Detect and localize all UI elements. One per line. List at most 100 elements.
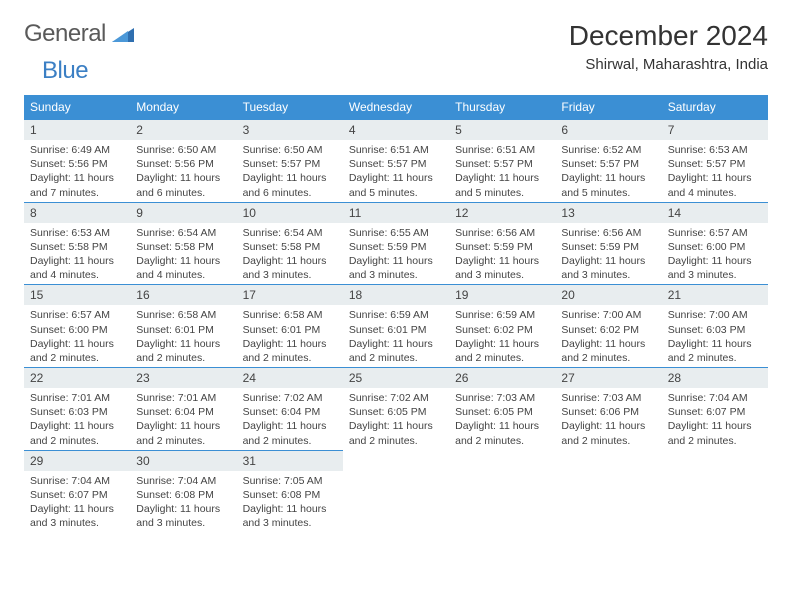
- day-number: 26: [449, 367, 555, 388]
- day-number: 8: [24, 202, 130, 223]
- day-content: [662, 471, 768, 532]
- day-content: Sunrise: 6:49 AMSunset: 5:56 PMDaylight:…: [24, 140, 130, 202]
- sunrise-text: Sunrise: 6:50 AM: [136, 143, 230, 157]
- daylight-text: Daylight: 11 hours and 3 minutes.: [349, 254, 443, 282]
- location: Shirwal, Maharashtra, India: [569, 56, 768, 73]
- logo-text-1: General: [24, 20, 106, 48]
- sunset-text: Sunset: 6:03 PM: [668, 323, 762, 337]
- sunrise-text: Sunrise: 7:04 AM: [30, 474, 124, 488]
- day-content: Sunrise: 6:55 AMSunset: 5:59 PMDaylight:…: [343, 223, 449, 285]
- sunset-text: Sunset: 5:59 PM: [561, 240, 655, 254]
- sunrise-text: Sunrise: 6:56 AM: [561, 226, 655, 240]
- sunrise-text: Sunrise: 6:55 AM: [349, 226, 443, 240]
- day-number: 5: [449, 119, 555, 140]
- weekday-header: Saturday: [662, 95, 768, 119]
- day-content: Sunrise: 6:53 AMSunset: 5:57 PMDaylight:…: [662, 140, 768, 202]
- sunset-text: Sunset: 5:57 PM: [561, 157, 655, 171]
- day-number: 1: [24, 119, 130, 140]
- month-title: December 2024: [569, 20, 768, 52]
- daylight-text: Daylight: 11 hours and 5 minutes.: [561, 171, 655, 199]
- sunset-text: Sunset: 5:59 PM: [455, 240, 549, 254]
- day-content: Sunrise: 6:51 AMSunset: 5:57 PMDaylight:…: [343, 140, 449, 202]
- day-number: 20: [555, 284, 661, 305]
- day-content: Sunrise: 6:53 AMSunset: 5:58 PMDaylight:…: [24, 223, 130, 285]
- sunset-text: Sunset: 6:07 PM: [30, 488, 124, 502]
- sunrise-text: Sunrise: 7:00 AM: [668, 308, 762, 322]
- weekday-header: Wednesday: [343, 95, 449, 119]
- day-content: Sunrise: 6:57 AMSunset: 6:00 PMDaylight:…: [662, 223, 768, 285]
- day-content: Sunrise: 7:04 AMSunset: 6:08 PMDaylight:…: [130, 471, 236, 533]
- sunrise-text: Sunrise: 7:05 AM: [243, 474, 337, 488]
- sunset-text: Sunset: 6:01 PM: [243, 323, 337, 337]
- day-number: 28: [662, 367, 768, 388]
- day-content: Sunrise: 7:00 AMSunset: 6:03 PMDaylight:…: [662, 305, 768, 367]
- daynum-row: 1234567: [24, 119, 768, 140]
- daylight-text: Daylight: 11 hours and 3 minutes.: [561, 254, 655, 282]
- day-content: Sunrise: 7:02 AMSunset: 6:04 PMDaylight:…: [237, 388, 343, 450]
- sunrise-text: Sunrise: 6:49 AM: [30, 143, 124, 157]
- sunrise-text: Sunrise: 6:57 AM: [30, 308, 124, 322]
- daynum-row: 293031: [24, 450, 768, 471]
- sunrise-text: Sunrise: 6:54 AM: [243, 226, 337, 240]
- sunset-text: Sunset: 5:57 PM: [349, 157, 443, 171]
- daylight-text: Daylight: 11 hours and 3 minutes.: [243, 254, 337, 282]
- sunset-text: Sunset: 6:05 PM: [455, 405, 549, 419]
- daylight-text: Daylight: 11 hours and 2 minutes.: [243, 419, 337, 447]
- day-number: 17: [237, 284, 343, 305]
- day-content: Sunrise: 7:00 AMSunset: 6:02 PMDaylight:…: [555, 305, 661, 367]
- day-content: Sunrise: 7:01 AMSunset: 6:03 PMDaylight:…: [24, 388, 130, 450]
- daylight-text: Daylight: 11 hours and 6 minutes.: [243, 171, 337, 199]
- day-content: Sunrise: 6:50 AMSunset: 5:56 PMDaylight:…: [130, 140, 236, 202]
- day-number: 21: [662, 284, 768, 305]
- sunset-text: Sunset: 6:02 PM: [455, 323, 549, 337]
- sunset-text: Sunset: 5:56 PM: [136, 157, 230, 171]
- day-content: Sunrise: 7:04 AMSunset: 6:07 PMDaylight:…: [24, 471, 130, 533]
- sunset-text: Sunset: 5:58 PM: [30, 240, 124, 254]
- sunrise-text: Sunrise: 7:00 AM: [561, 308, 655, 322]
- weekday-header: Thursday: [449, 95, 555, 119]
- sunset-text: Sunset: 5:57 PM: [668, 157, 762, 171]
- day-content: Sunrise: 6:56 AMSunset: 5:59 PMDaylight:…: [555, 223, 661, 285]
- weekday-header-row: Sunday Monday Tuesday Wednesday Thursday…: [24, 95, 768, 119]
- day-number: [662, 450, 768, 456]
- sunrise-text: Sunrise: 7:01 AM: [30, 391, 124, 405]
- day-number: 4: [343, 119, 449, 140]
- day-number: 12: [449, 202, 555, 223]
- sunset-text: Sunset: 6:04 PM: [136, 405, 230, 419]
- daynum-row: 891011121314: [24, 202, 768, 223]
- weekday-header: Sunday: [24, 95, 130, 119]
- sunset-text: Sunset: 6:01 PM: [349, 323, 443, 337]
- sunset-text: Sunset: 6:07 PM: [668, 405, 762, 419]
- daycontent-row: Sunrise: 6:49 AM Sunset: 5:56 PM Daylight:…: [24, 140, 768, 202]
- sunset-text: Sunset: 6:02 PM: [561, 323, 655, 337]
- sunrise-text: Sunrise: 6:58 AM: [243, 308, 337, 322]
- weekday-header: Tuesday: [237, 95, 343, 119]
- sunrise-text: Sunrise: 6:56 AM: [455, 226, 549, 240]
- day-content: Sunrise: 6:56 AMSunset: 5:59 PMDaylight:…: [449, 223, 555, 285]
- sunset-text: Sunset: 5:58 PM: [136, 240, 230, 254]
- day-content: Sunrise: 7:04 AMSunset: 6:07 PMDaylight:…: [662, 388, 768, 450]
- sunset-text: Sunset: 6:05 PM: [349, 405, 443, 419]
- day-number: 15: [24, 284, 130, 305]
- day-number: 25: [343, 367, 449, 388]
- daynum-row: 15161718192021: [24, 284, 768, 305]
- weekday-header: Friday: [555, 95, 661, 119]
- day-content: [555, 471, 661, 532]
- daylight-text: Daylight: 11 hours and 2 minutes.: [349, 337, 443, 365]
- daylight-text: Daylight: 11 hours and 3 minutes.: [455, 254, 549, 282]
- day-number: 27: [555, 367, 661, 388]
- sunset-text: Sunset: 5:59 PM: [349, 240, 443, 254]
- daylight-text: Daylight: 11 hours and 2 minutes.: [561, 419, 655, 447]
- day-number: 9: [130, 202, 236, 223]
- daylight-text: Daylight: 11 hours and 4 minutes.: [136, 254, 230, 282]
- day-number: 22: [24, 367, 130, 388]
- sunrise-text: Sunrise: 7:04 AM: [136, 474, 230, 488]
- daynum-row: 22232425262728: [24, 367, 768, 388]
- sunset-text: Sunset: 6:08 PM: [136, 488, 230, 502]
- daylight-text: Daylight: 11 hours and 2 minutes.: [668, 337, 762, 365]
- day-content: Sunrise: 6:54 AMSunset: 5:58 PMDaylight:…: [130, 223, 236, 285]
- sunset-text: Sunset: 5:57 PM: [455, 157, 549, 171]
- sunrise-text: Sunrise: 6:59 AM: [455, 308, 549, 322]
- sunset-text: Sunset: 5:57 PM: [243, 157, 337, 171]
- day-content: Sunrise: 6:59 AMSunset: 6:01 PMDaylight:…: [343, 305, 449, 367]
